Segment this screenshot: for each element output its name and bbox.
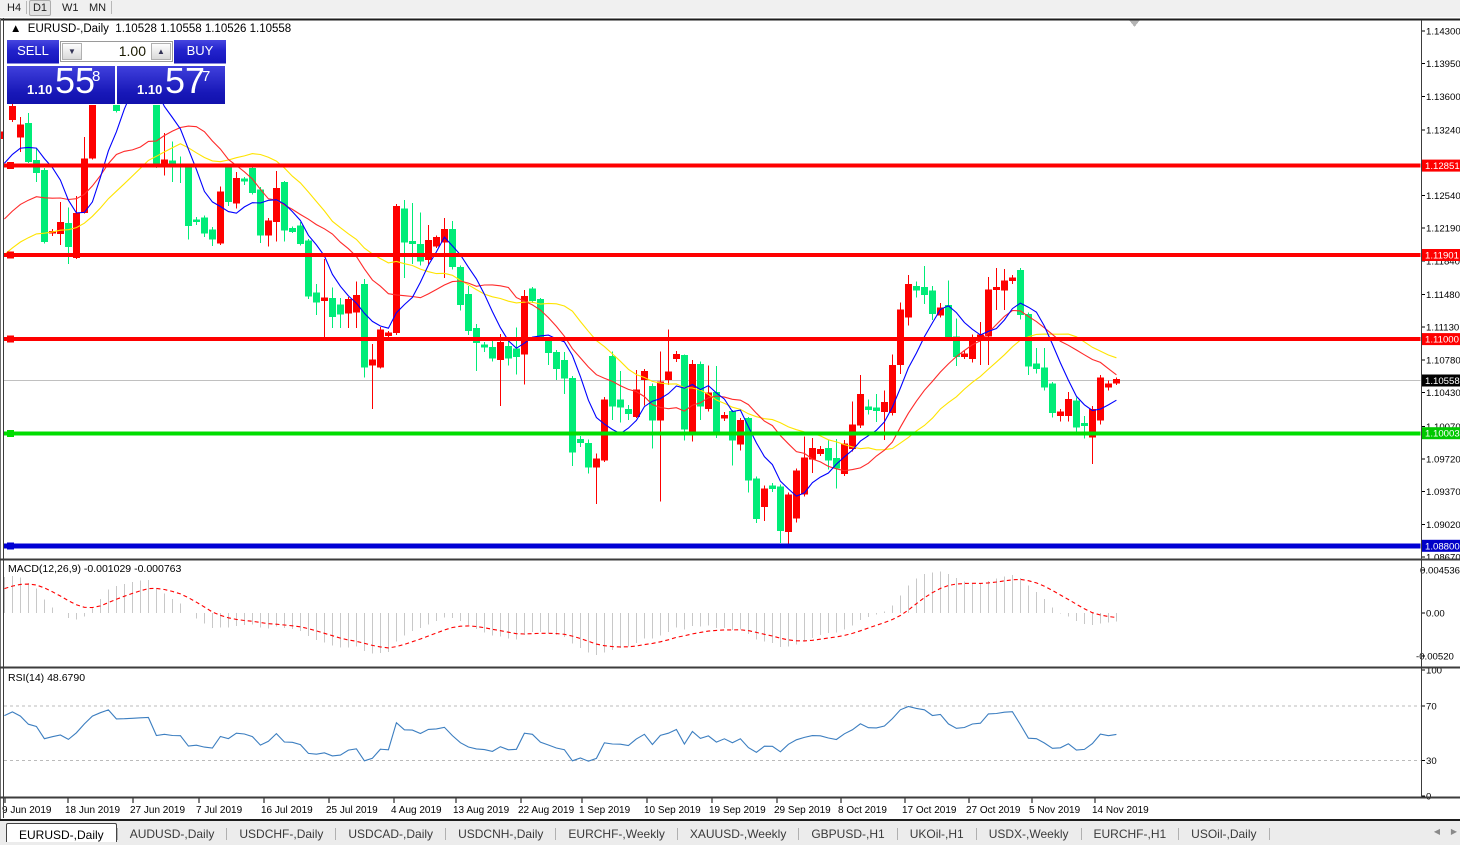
- svg-text:7 Jul 2019: 7 Jul 2019: [196, 805, 243, 816]
- svg-text:1.13600: 1.13600: [1426, 92, 1460, 103]
- svg-text:13 Aug 2019: 13 Aug 2019: [453, 805, 510, 816]
- svg-text:1.09370: 1.09370: [1426, 487, 1460, 498]
- svg-text:1.09720: 1.09720: [1426, 455, 1460, 466]
- svg-text:22 Aug 2019: 22 Aug 2019: [518, 805, 575, 816]
- svg-text:9 Jun 2019: 9 Jun 2019: [2, 805, 52, 816]
- svg-text:1.11130: 1.11130: [1426, 323, 1459, 334]
- svg-text:RSI(14) 48.6790: RSI(14) 48.6790: [8, 672, 85, 684]
- svg-text:1.10780: 1.10780: [1426, 355, 1460, 366]
- svg-text:5 Nov 2019: 5 Nov 2019: [1029, 805, 1081, 816]
- svg-text:1 Sep 2019: 1 Sep 2019: [579, 805, 631, 816]
- svg-text:1.12190: 1.12190: [1426, 224, 1460, 235]
- svg-text:1.11840: 1.11840: [1426, 256, 1460, 267]
- svg-text:30: 30: [1426, 756, 1437, 767]
- svg-text:1.08670: 1.08670: [1426, 553, 1460, 564]
- svg-text:1.10003: 1.10003: [1425, 429, 1460, 440]
- svg-text:18 Jun 2019: 18 Jun 2019: [65, 805, 120, 816]
- svg-text:1.14300: 1.14300: [1426, 27, 1460, 38]
- svg-text:29 Sep 2019: 29 Sep 2019: [774, 805, 831, 816]
- svg-text:1.11000: 1.11000: [1425, 335, 1459, 346]
- svg-text:27 Oct 2019: 27 Oct 2019: [966, 805, 1021, 816]
- svg-text:4 Aug 2019: 4 Aug 2019: [391, 805, 442, 816]
- svg-text:70: 70: [1426, 702, 1437, 713]
- svg-text:1.08800: 1.08800: [1425, 541, 1460, 552]
- svg-text:1.11901: 1.11901: [1425, 251, 1459, 262]
- svg-text:1.12540: 1.12540: [1426, 191, 1460, 202]
- svg-text:100: 100: [1426, 666, 1442, 677]
- svg-text:1.13240: 1.13240: [1426, 126, 1460, 137]
- svg-text:1.12851: 1.12851: [1425, 161, 1460, 172]
- svg-text:1.13950: 1.13950: [1426, 59, 1460, 70]
- svg-text:16 Jul 2019: 16 Jul 2019: [261, 805, 313, 816]
- svg-text:25 Jul 2019: 25 Jul 2019: [326, 805, 378, 816]
- svg-text:0.004536: 0.004536: [1420, 566, 1460, 577]
- svg-text:1.10430: 1.10430: [1426, 388, 1460, 399]
- svg-text:1.10558: 1.10558: [1425, 376, 1460, 387]
- svg-text:14 Nov 2019: 14 Nov 2019: [1092, 805, 1149, 816]
- svg-text:17 Oct 2019: 17 Oct 2019: [902, 805, 957, 816]
- svg-text:-0.00520: -0.00520: [1416, 652, 1454, 663]
- svg-text:8 Oct 2019: 8 Oct 2019: [838, 805, 887, 816]
- svg-text:27 Jun 2019: 27 Jun 2019: [130, 805, 185, 816]
- svg-text:1.09020: 1.09020: [1426, 520, 1460, 531]
- svg-text:1.11480: 1.11480: [1426, 290, 1460, 301]
- svg-text:0.00: 0.00: [1426, 609, 1445, 620]
- svg-text:MACD(12,26,9) -0.001029 -0.000: MACD(12,26,9) -0.001029 -0.000763: [8, 563, 182, 575]
- svg-text:19 Sep 2019: 19 Sep 2019: [709, 805, 766, 816]
- svg-text:10 Sep 2019: 10 Sep 2019: [644, 805, 701, 816]
